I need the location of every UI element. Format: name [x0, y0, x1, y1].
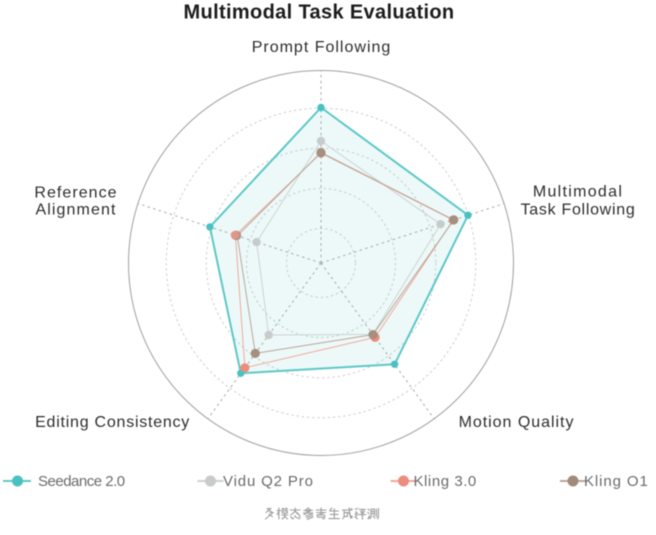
svg-text:Multimodal Task Evaluation: Multimodal Task Evaluation	[184, 2, 455, 24]
svg-text:Kling 3.0: Kling 3.0	[414, 473, 477, 490]
svg-text:Seedance 2.0: Seedance 2.0	[38, 473, 125, 490]
svg-text:Editing Consistency: Editing Consistency	[35, 414, 190, 431]
svg-text:Task Following: Task Following	[521, 202, 636, 219]
svg-text:Motion Quality: Motion Quality	[459, 414, 575, 431]
svg-text:Kling O1: Kling O1	[584, 473, 649, 490]
svg-text:Multimodal: Multimodal	[533, 184, 623, 201]
svg-text:Alignment: Alignment	[35, 202, 116, 219]
svg-text:Prompt Following: Prompt Following	[252, 39, 392, 56]
svg-text:Vidu Q2 Pro: Vidu Q2 Pro	[223, 473, 314, 490]
svg-text:Reference: Reference	[34, 185, 117, 202]
